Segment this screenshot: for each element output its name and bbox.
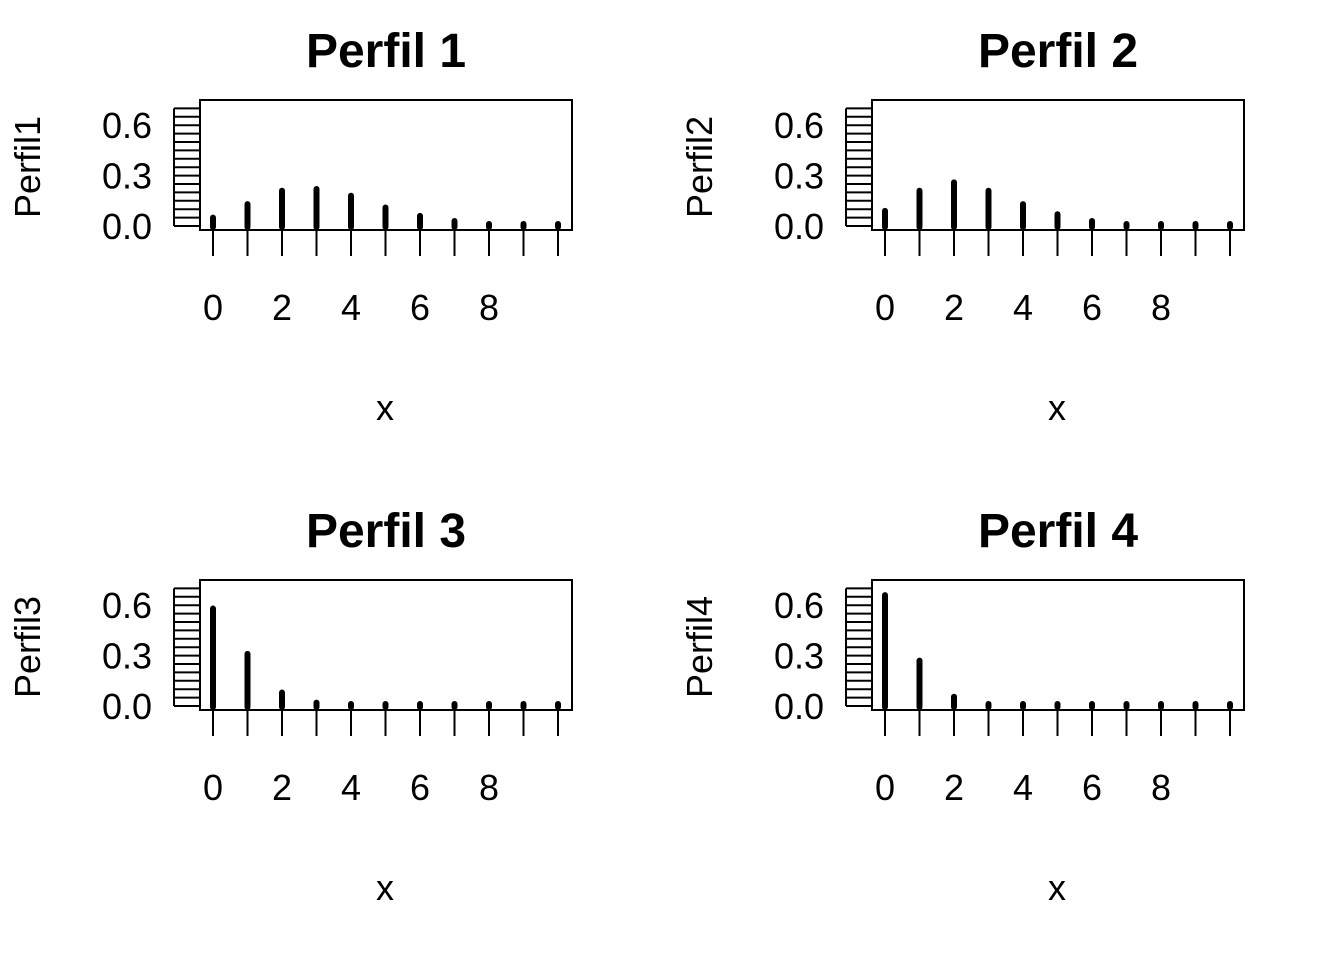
x-tick-label: 8 bbox=[479, 287, 499, 328]
y-tick-label: 0.6 bbox=[774, 585, 824, 626]
y-tick-label: 0.0 bbox=[102, 686, 152, 727]
chart-title: Perfil 4 bbox=[978, 505, 1138, 558]
x-axis-label: x bbox=[376, 387, 394, 428]
x-tick-label: 6 bbox=[1082, 767, 1102, 808]
x-tick-label: 4 bbox=[341, 287, 361, 328]
x-tick-label: 8 bbox=[1151, 767, 1171, 808]
x-tick-label: 4 bbox=[1013, 767, 1033, 808]
plot-frame bbox=[871, 99, 1245, 231]
chart-title: Perfil 1 bbox=[306, 25, 466, 78]
x-axis-label: x bbox=[1048, 867, 1066, 908]
plot-frame bbox=[871, 579, 1245, 711]
x-tick-label: 2 bbox=[944, 767, 964, 808]
y-tick-label: 0.6 bbox=[774, 105, 824, 146]
plot-frame bbox=[199, 579, 573, 711]
y-tick-label: 0.3 bbox=[774, 636, 824, 677]
x-tick-label: 2 bbox=[944, 287, 964, 328]
y-tick-label: 0.6 bbox=[102, 585, 152, 626]
y-axis-label: Perfil2 bbox=[679, 116, 720, 218]
x-axis-label: x bbox=[1048, 387, 1066, 428]
y-tick-label: 0.0 bbox=[774, 686, 824, 727]
x-tick-label: 4 bbox=[1013, 287, 1033, 328]
y-axis-label: Perfil4 bbox=[679, 596, 720, 698]
x-tick-label: 2 bbox=[272, 287, 292, 328]
x-tick-label: 2 bbox=[272, 767, 292, 808]
x-tick-label: 0 bbox=[203, 287, 223, 328]
x-tick-label: 6 bbox=[1082, 287, 1102, 328]
chart-title: Perfil 2 bbox=[978, 25, 1138, 78]
x-tick-label: 0 bbox=[875, 767, 895, 808]
x-tick-label: 8 bbox=[1151, 287, 1171, 328]
x-tick-label: 4 bbox=[341, 767, 361, 808]
y-tick-label: 0.3 bbox=[774, 156, 824, 197]
x-tick-label: 6 bbox=[410, 767, 430, 808]
y-tick-label: 0.0 bbox=[102, 206, 152, 247]
y-axis-label: Perfil1 bbox=[7, 116, 48, 218]
x-tick-label: 0 bbox=[875, 287, 895, 328]
x-axis-label: x bbox=[376, 867, 394, 908]
y-tick-label: 0.3 bbox=[102, 636, 152, 677]
y-axis-label: Perfil3 bbox=[7, 596, 48, 698]
y-tick-label: 0.6 bbox=[102, 105, 152, 146]
chart-title: Perfil 3 bbox=[306, 505, 466, 558]
x-tick-label: 0 bbox=[203, 767, 223, 808]
y-tick-label: 0.0 bbox=[774, 206, 824, 247]
x-tick-label: 6 bbox=[410, 287, 430, 328]
x-tick-label: 8 bbox=[479, 767, 499, 808]
y-tick-label: 0.3 bbox=[102, 156, 152, 197]
